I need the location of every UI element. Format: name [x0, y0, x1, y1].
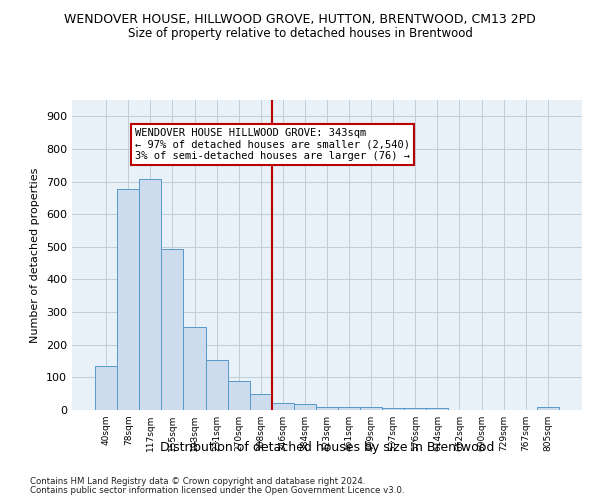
Bar — [404, 408, 427, 410]
Text: WENDOVER HOUSE HILLWOOD GROVE: 343sqm
← 97% of detached houses are smaller (2,54: WENDOVER HOUSE HILLWOOD GROVE: 343sqm ← … — [135, 128, 410, 161]
Text: Contains public sector information licensed under the Open Government Licence v3: Contains public sector information licen… — [30, 486, 404, 495]
Y-axis label: Number of detached properties: Number of detached properties — [31, 168, 40, 342]
Bar — [95, 366, 117, 410]
Bar — [272, 403, 294, 410]
Text: Contains HM Land Registry data © Crown copyright and database right 2024.: Contains HM Land Registry data © Crown c… — [30, 477, 365, 486]
Bar — [316, 406, 338, 410]
Bar — [206, 360, 227, 410]
Bar — [227, 382, 250, 410]
Bar — [294, 404, 316, 410]
Text: Size of property relative to detached houses in Brentwood: Size of property relative to detached ho… — [128, 28, 472, 40]
Bar — [184, 328, 206, 410]
Bar — [360, 406, 382, 410]
Bar — [250, 394, 272, 410]
Bar — [537, 408, 559, 410]
Bar — [427, 408, 448, 410]
Bar — [382, 408, 404, 410]
Bar — [161, 249, 184, 410]
Text: Distribution of detached houses by size in Brentwood: Distribution of detached houses by size … — [160, 441, 494, 454]
Bar — [338, 406, 360, 410]
Text: WENDOVER HOUSE, HILLWOOD GROVE, HUTTON, BRENTWOOD, CM13 2PD: WENDOVER HOUSE, HILLWOOD GROVE, HUTTON, … — [64, 12, 536, 26]
Bar — [117, 189, 139, 410]
Bar — [139, 180, 161, 410]
